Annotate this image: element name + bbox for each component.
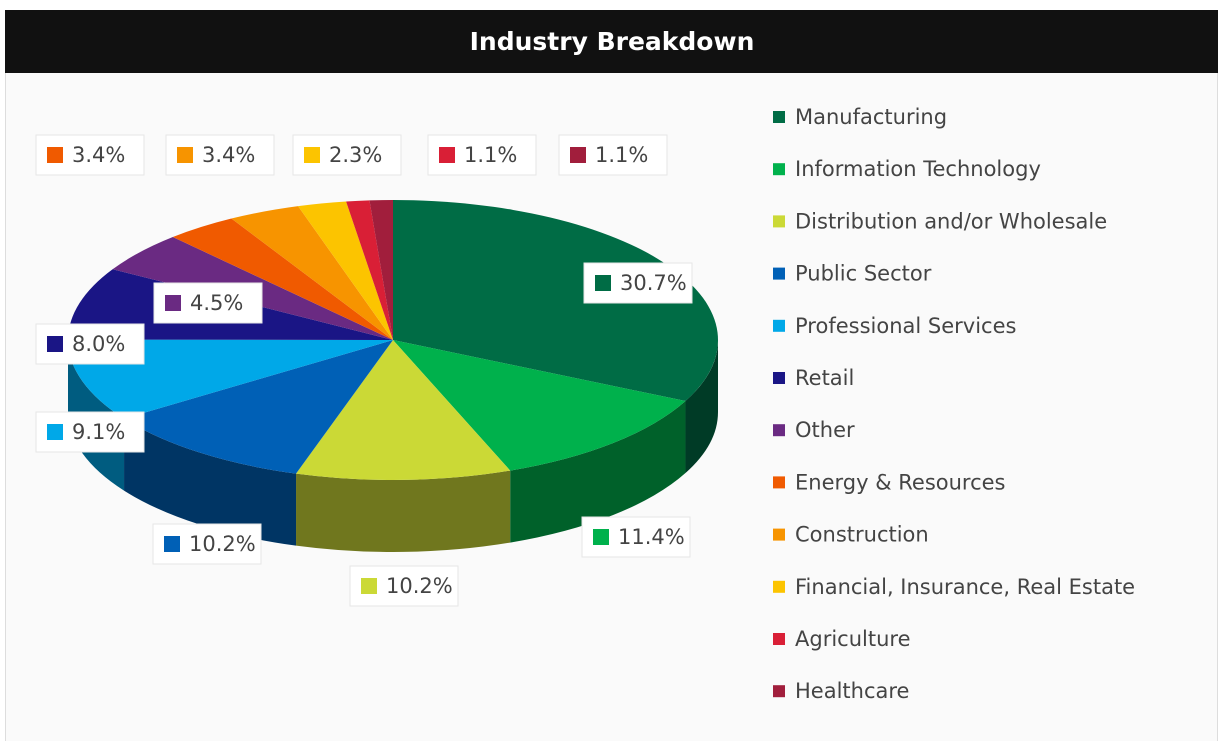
legend-label: Manufacturing (795, 105, 947, 129)
legend-swatch (773, 580, 785, 593)
slice (393, 340, 686, 471)
legend-swatch (773, 528, 785, 541)
label-swatch (570, 147, 586, 163)
label-swatch (361, 578, 377, 594)
legend-swatch (773, 685, 785, 698)
label-swatch (164, 536, 180, 552)
legend-swatch (773, 111, 785, 123)
legend-swatch (773, 476, 785, 489)
data-label: 1.1% (595, 143, 648, 167)
label-swatch (165, 295, 181, 311)
legend-label: Healthcare (795, 679, 909, 703)
legend-label: Financial, Insurance, Real Estate (795, 575, 1135, 599)
legend-label: Construction (795, 523, 929, 547)
label-swatch (593, 529, 609, 545)
legend-label: Public Sector (795, 262, 932, 286)
slice-side (510, 401, 686, 543)
data-label: 30.7% (620, 271, 687, 295)
legend-label: Information Technology (795, 157, 1041, 181)
legend-label: Professional Services (795, 314, 1016, 338)
legend-swatch (773, 424, 785, 437)
data-label: 10.2% (189, 532, 256, 556)
legend-swatch (773, 319, 785, 332)
label-swatch (595, 275, 611, 291)
legend-swatch (773, 372, 785, 384)
label-box (35, 411, 145, 453)
legend-swatch (773, 163, 785, 176)
slice-side (685, 340, 718, 474)
label-swatch (47, 424, 63, 440)
label-swatch (47, 336, 63, 352)
data-label: 8.0% (72, 332, 125, 356)
data-label: 9.1% (72, 420, 125, 444)
legend-swatch (773, 633, 785, 645)
data-label: 11.4% (618, 525, 685, 549)
legend-label: Retail (795, 366, 854, 390)
legend-label: Agriculture (795, 627, 911, 651)
label-swatch (47, 147, 63, 163)
data-label: 10.2% (386, 574, 453, 598)
title-bar (5, 10, 1218, 73)
data-label: 1.1% (464, 143, 517, 167)
slice (346, 200, 393, 340)
legend-label: Energy & Resources (795, 470, 1006, 494)
chart-title: Industry Breakdown (470, 27, 755, 56)
legend-label: Other (795, 418, 855, 442)
legend-label: Distribution and/or Wholesale (795, 209, 1107, 233)
slice (369, 200, 393, 340)
slice (231, 206, 393, 340)
slice (68, 339, 393, 419)
data-label: 3.4% (202, 143, 255, 167)
slice (298, 201, 393, 340)
slice (124, 340, 393, 474)
slice-side (296, 470, 511, 552)
label-swatch (304, 147, 320, 163)
slice (393, 200, 718, 402)
data-label: 4.5% (190, 291, 243, 315)
slice-side (124, 418, 297, 546)
legend-swatch (773, 215, 785, 228)
legend-swatch (773, 267, 785, 280)
label-swatch (439, 147, 455, 163)
slice (296, 340, 511, 480)
data-label: 3.4% (72, 143, 125, 167)
slice (172, 218, 393, 340)
data-label: 2.3% (329, 143, 382, 167)
label-swatch (177, 147, 193, 163)
